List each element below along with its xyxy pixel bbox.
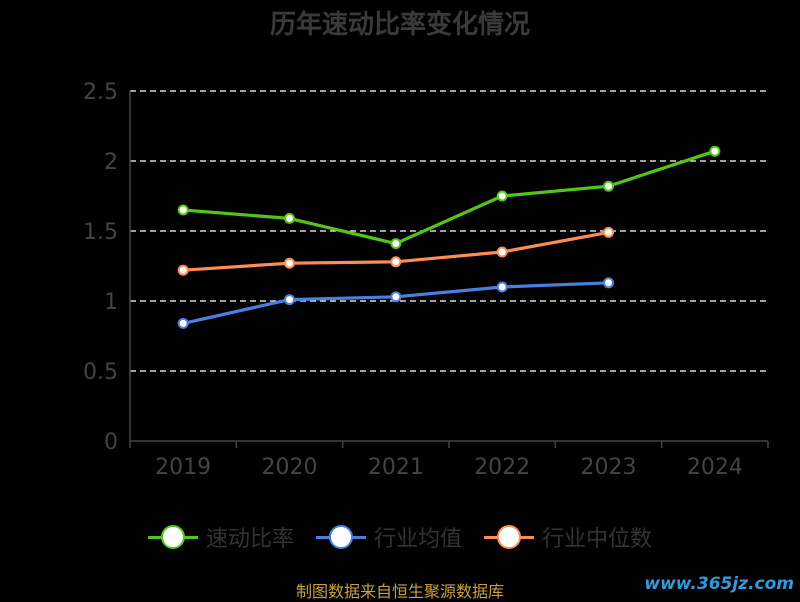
series-point-2 bbox=[284, 257, 295, 269]
series-line-0 bbox=[183, 149, 716, 246]
legend-label-industry-median: 行业中位数 bbox=[542, 527, 653, 552]
series-point-1 bbox=[390, 291, 402, 303]
series-point-0 bbox=[603, 180, 614, 192]
legend-item-industry-mean[interactable]: 行业均值 bbox=[315, 521, 462, 553]
legend-label-quick-ratio: 速动比率 bbox=[205, 527, 294, 552]
legend-label-industry-mean: 行业均值 bbox=[373, 527, 462, 552]
legend-swatch-industry-mean bbox=[315, 525, 366, 549]
series-point-0 bbox=[390, 238, 402, 250]
series-point-0 bbox=[709, 145, 721, 157]
series-point-1 bbox=[603, 277, 614, 289]
series-line-1 bbox=[182, 281, 609, 325]
y-tick-label: 0.5 bbox=[83, 360, 118, 385]
chart-title: 历年速动比率变化情况 bbox=[269, 10, 530, 40]
series-point-2 bbox=[390, 256, 402, 268]
legend-item-industry-median[interactable]: 行业中位数 bbox=[484, 521, 652, 553]
watermark: www.365jz.com bbox=[644, 574, 794, 594]
legend-item-quick-ratio[interactable]: 速动比率 bbox=[147, 521, 294, 553]
series-point-1 bbox=[177, 317, 189, 329]
data-source-note: 制图数据来自恒生聚源数据库 bbox=[295, 582, 504, 601]
x-tick-label: 2021 bbox=[368, 455, 424, 480]
x-tick-label: 2023 bbox=[581, 455, 637, 480]
legend: 速动比率 行业均值 行业中位数 bbox=[0, 520, 800, 554]
series-point-1 bbox=[496, 281, 508, 293]
x-tick-label: 2022 bbox=[474, 455, 530, 480]
series-point-1 bbox=[284, 294, 295, 306]
y-tick-label: 1.5 bbox=[83, 220, 118, 245]
legend-swatch-industry-median bbox=[484, 525, 534, 549]
y-tick-label: 2 bbox=[104, 150, 118, 175]
series-point-2 bbox=[177, 264, 189, 276]
x-tick-label: 2024 bbox=[687, 455, 743, 480]
y-tick-label: 2.5 bbox=[83, 80, 118, 105]
series-point-2 bbox=[603, 226, 614, 238]
series-point-0 bbox=[177, 204, 189, 216]
series-point-2 bbox=[496, 246, 508, 258]
series-point-0 bbox=[496, 190, 508, 202]
x-tick-label: 2019 bbox=[155, 455, 211, 480]
y-tick-label: 1 bbox=[104, 290, 118, 315]
legend-swatch-quick-ratio bbox=[147, 525, 198, 549]
series-point-0 bbox=[284, 212, 295, 224]
y-tick-label: 0 bbox=[104, 430, 118, 455]
x-tick-label: 2020 bbox=[262, 455, 318, 480]
